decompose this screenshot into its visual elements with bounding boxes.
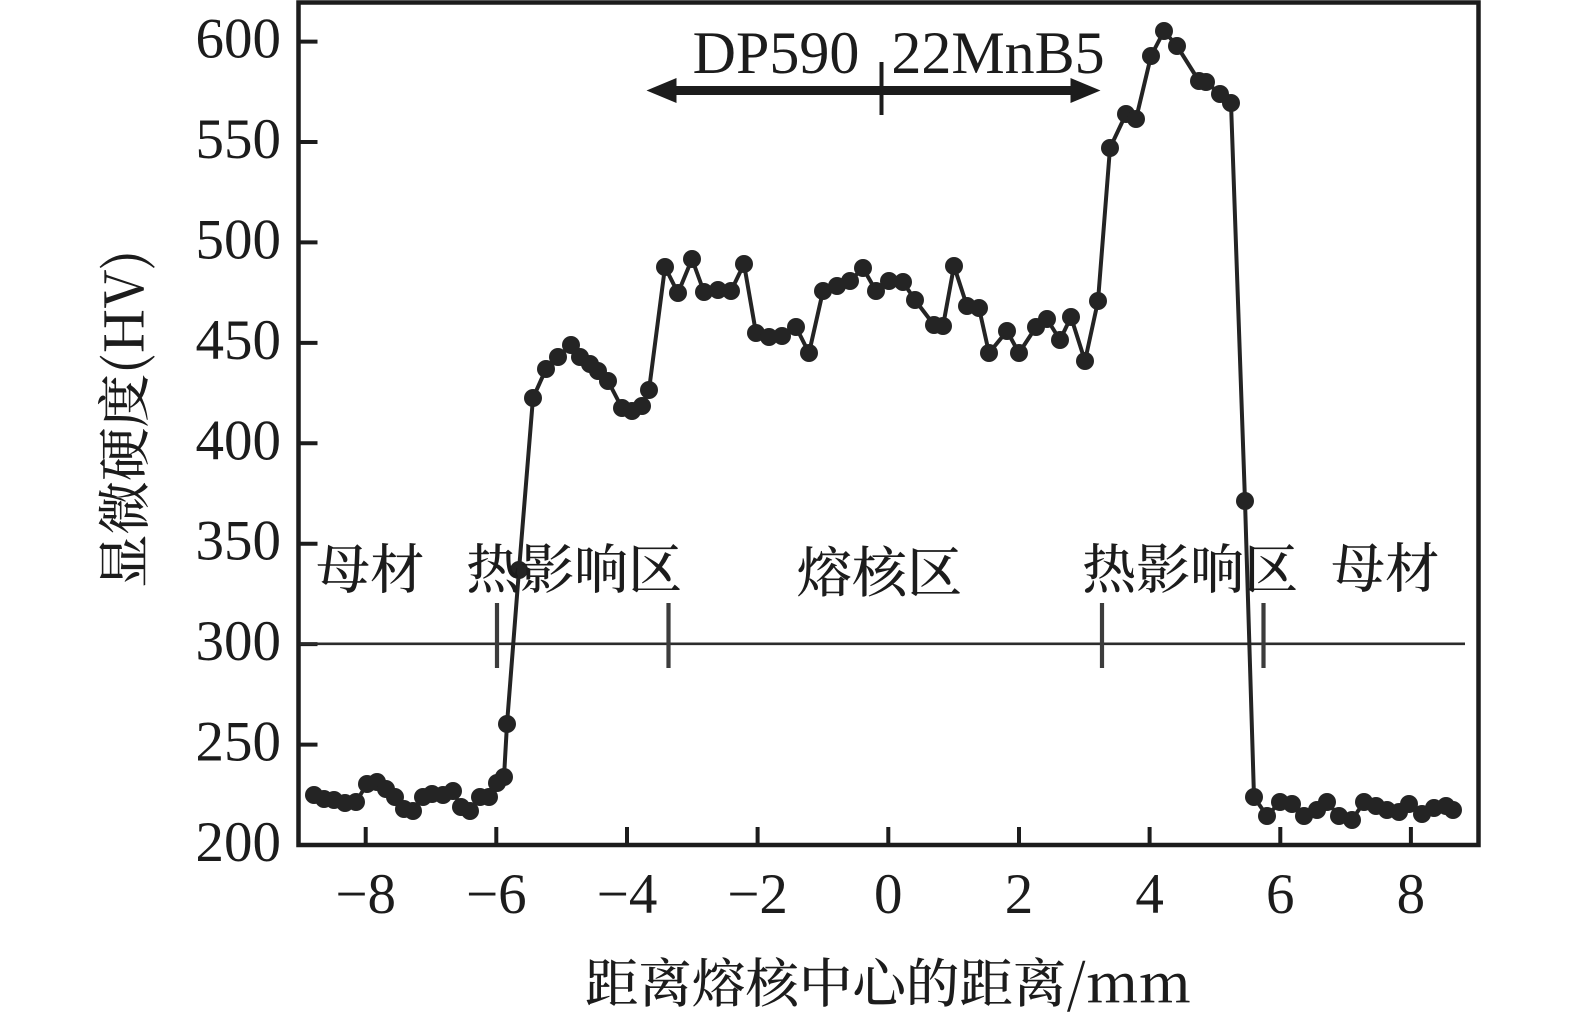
svg-text:350: 350 xyxy=(196,510,282,573)
svg-text:8: 8 xyxy=(1397,863,1426,926)
svg-text:2: 2 xyxy=(1005,863,1034,926)
svg-text:DP590: DP590 xyxy=(693,20,860,86)
svg-text:400: 400 xyxy=(196,409,282,472)
svg-text:250: 250 xyxy=(196,711,282,774)
svg-text:500: 500 xyxy=(196,208,282,271)
svg-text:4: 4 xyxy=(1135,863,1164,926)
svg-text:6: 6 xyxy=(1266,863,1295,926)
svg-text:22MnB5: 22MnB5 xyxy=(891,20,1104,86)
svg-text:−4: −4 xyxy=(597,863,658,926)
svg-text:550: 550 xyxy=(196,108,282,171)
svg-text:−6: −6 xyxy=(466,863,527,926)
svg-text:0: 0 xyxy=(874,863,903,926)
svg-text:300: 300 xyxy=(196,610,282,673)
svg-text:−8: −8 xyxy=(335,863,396,926)
svg-text:450: 450 xyxy=(196,309,282,372)
svg-text:200: 200 xyxy=(196,811,282,874)
svg-text:600: 600 xyxy=(196,8,282,71)
svg-text:−2: −2 xyxy=(727,863,788,926)
